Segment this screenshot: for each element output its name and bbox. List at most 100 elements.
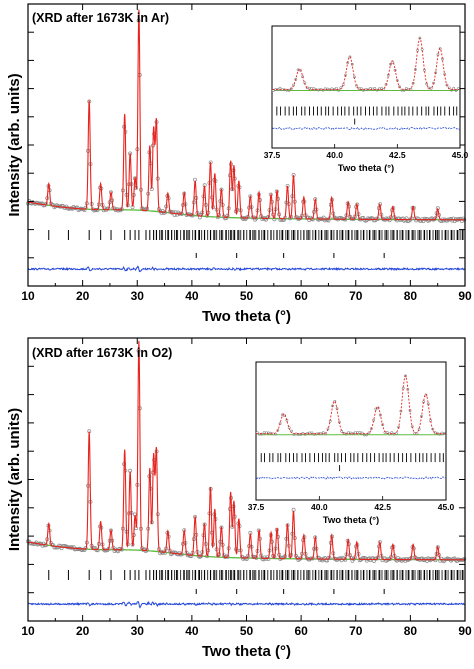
inset-observed-point xyxy=(350,62,354,66)
reflection-ticks xyxy=(48,570,464,580)
observed-point xyxy=(404,556,409,561)
inset: 37.5 40.0 42.5 45.0 Two theta (°) xyxy=(248,361,455,526)
inset-observed-point xyxy=(382,88,386,91)
second-phase-ticks xyxy=(195,253,385,258)
inset-difference-curve xyxy=(272,126,460,131)
difference-curve xyxy=(27,600,466,609)
inset-observed-point xyxy=(398,85,401,89)
xrd-panels: 10 20 30 40 50 60 70 80 90 Two theta (°) Intensity… xyxy=(6,3,472,660)
panel-label: (XRD after 1673K in Ar) xyxy=(32,11,169,25)
observed-point xyxy=(69,545,74,550)
panel-label: (XRD after 1673K in O2) xyxy=(32,346,172,360)
inset-reflection-ticks xyxy=(260,453,444,472)
x-tick-label: 40 xyxy=(185,289,199,303)
inset-x-tick-label: 42.5 xyxy=(389,150,406,160)
inset-x-tick-label: 37.5 xyxy=(248,502,265,512)
observed-point xyxy=(44,201,48,206)
observed-point xyxy=(244,557,249,561)
observed-point xyxy=(272,555,277,559)
x-tick-label: 70 xyxy=(349,289,363,303)
inset-observed-point xyxy=(285,418,289,422)
inset-observed-point xyxy=(402,88,406,92)
observed-point xyxy=(54,545,59,550)
x-tick-label: 90 xyxy=(458,289,472,303)
x-tick-label: 80 xyxy=(404,289,418,303)
inset-x-tick-label: 40.0 xyxy=(311,502,328,512)
x-tick-label: 60 xyxy=(294,289,308,303)
inset-reflection-ticks xyxy=(276,106,458,125)
x-tick-label: 50 xyxy=(240,289,254,303)
panel-o2: 10 20 30 40 50 60 70 80 90 Two theta (°) Intensity… xyxy=(6,337,472,660)
x-tick-label: 20 xyxy=(76,624,90,638)
inset-observed-point xyxy=(276,429,280,432)
y-axis-title: Intensity (arb. units) xyxy=(6,408,23,551)
inset-observed-point xyxy=(342,431,346,435)
inset-x-tick-label: 42.5 xyxy=(374,502,391,512)
inset-observed-point xyxy=(418,36,422,40)
x-tick-label: 80 xyxy=(404,624,418,638)
inset-observed-point xyxy=(415,432,419,436)
observed-point xyxy=(261,557,266,562)
inset-observed-point xyxy=(438,432,442,436)
observed-point xyxy=(462,557,467,561)
difference-curve xyxy=(27,265,466,273)
x-axis-title: Two theta (°) xyxy=(202,643,291,660)
inset-observed-point xyxy=(404,374,407,378)
inset-x-tick-label: 40.0 xyxy=(326,150,343,160)
inset-observed-point xyxy=(384,83,388,86)
observed-point xyxy=(58,544,63,549)
calculated-curve xyxy=(27,340,465,561)
x-tick-label: 10 xyxy=(21,289,35,303)
x-tick-label: 30 xyxy=(131,624,145,638)
inset-x-axis-title: Two theta (°) xyxy=(338,163,394,174)
x-tick-label: 30 xyxy=(131,289,145,303)
inset-observed-point xyxy=(303,432,307,436)
panel-ar: 10 20 30 40 50 60 70 80 90 Two theta (°) Intensity… xyxy=(6,3,472,325)
inset-difference-curve xyxy=(256,476,446,480)
x-tick-label: 60 xyxy=(294,624,308,638)
observed-point xyxy=(423,556,428,561)
x-tick-label: 40 xyxy=(185,624,199,638)
inset-observed-point xyxy=(367,431,371,435)
inset-calculated-curve xyxy=(256,375,446,435)
inset-observed-point xyxy=(360,431,364,435)
observed-point xyxy=(83,546,88,551)
inset-observed-point xyxy=(348,55,352,59)
inset-observed-point xyxy=(375,88,379,92)
observed-point xyxy=(450,218,455,223)
inset: 37.5 40.0 42.5 45.0 Two theta (°) xyxy=(264,25,469,174)
inset-x-tick-label: 45.0 xyxy=(438,502,455,512)
observed-point xyxy=(143,549,148,554)
inset-frame xyxy=(255,361,447,501)
inset-observed-point xyxy=(298,68,302,72)
calculated-curve xyxy=(27,9,465,221)
inset-observed-point xyxy=(287,88,291,92)
inset-observed-point xyxy=(369,427,373,431)
inset-observed-point xyxy=(321,431,325,435)
x-tick-label: 20 xyxy=(76,289,90,303)
second-phase-ticks xyxy=(195,589,385,594)
inset-observed-point xyxy=(431,427,435,431)
x-tick-label: 90 xyxy=(458,624,472,638)
inset-observed-point xyxy=(337,89,341,92)
x-tick-label: 50 xyxy=(240,624,254,638)
inset-x-tick-label: 45.0 xyxy=(452,150,469,160)
observed-point xyxy=(106,206,111,211)
reflection-ticks xyxy=(48,230,464,240)
inset-calculated-curve xyxy=(272,37,460,90)
inset-observed-point xyxy=(452,86,456,90)
x-axis-title: Two theta (°) xyxy=(202,308,291,325)
inset-observed-point xyxy=(374,407,378,411)
inset-x-axis-title: Two theta (°) xyxy=(323,515,379,526)
x-tick-label: 70 xyxy=(349,624,363,638)
inset-observed-point xyxy=(312,87,316,90)
x-tick-label: 10 xyxy=(21,624,35,638)
observed-point xyxy=(225,554,230,559)
observed-point xyxy=(298,556,303,561)
y-axis-title: Intensity (arb. units) xyxy=(6,73,23,216)
inset-observed-point xyxy=(333,399,337,403)
inset-observed-point xyxy=(355,84,359,88)
inset-x-tick-label: 37.5 xyxy=(264,150,281,160)
inset-observed-point xyxy=(280,413,284,417)
